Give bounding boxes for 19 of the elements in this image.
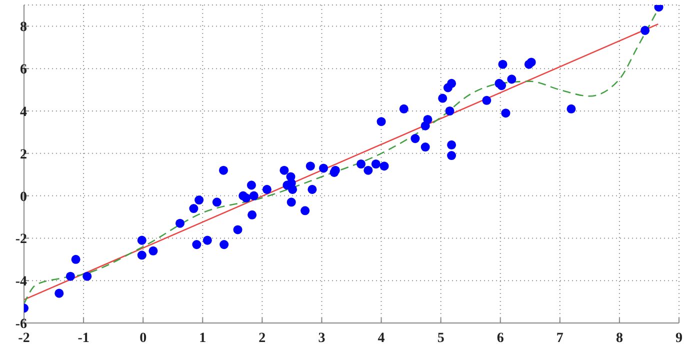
x-tick-label: 4	[378, 330, 385, 346]
x-tick-label: 5	[437, 330, 444, 346]
x-tick-label: 7	[556, 330, 564, 346]
y-tick-label: 2	[20, 147, 27, 162]
y-tick-label: 4	[20, 104, 27, 120]
x-tick-label: 9	[676, 330, 682, 346]
y-tick-label: 0	[20, 190, 27, 205]
x-tick-label: 8	[616, 330, 623, 346]
x-tick-label: -1	[78, 330, 90, 346]
x-tick-label: 1	[199, 330, 206, 346]
x-tick-label: 2	[258, 330, 266, 346]
y-tick-label: -2	[15, 232, 27, 248]
y-tick-label: -4	[15, 274, 27, 290]
y-tick-label: 6	[20, 62, 27, 78]
x-tick-label: 6	[496, 330, 504, 346]
x-tick-label: 3	[318, 330, 326, 346]
y-tick-label: -6	[15, 316, 27, 332]
y-tick-label: 8	[20, 20, 27, 36]
x-tick-label: 0	[140, 330, 147, 346]
